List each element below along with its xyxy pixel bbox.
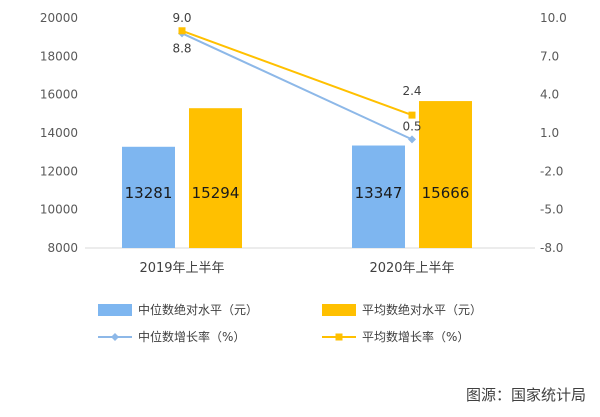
legend-label: 中位数绝对水平（元） <box>138 302 258 317</box>
legend-marker <box>111 333 119 341</box>
rate-point-mean <box>178 27 186 35</box>
rate-value-label: 2.4 <box>402 84 421 98</box>
bar-value-label: 15666 <box>422 184 470 202</box>
y-left-tick-label: 8000 <box>47 241 78 255</box>
bar-value-label: 13281 <box>125 184 173 202</box>
bar-median <box>352 145 405 248</box>
y-left-tick-label: 18000 <box>40 49 78 63</box>
y-right-tick-label: 1.0 <box>540 126 559 140</box>
legend-swatch <box>322 304 356 316</box>
rate-line-median <box>181 32 413 141</box>
legend-label: 平均数增长率（%） <box>362 329 469 344</box>
bar-mean <box>189 108 242 248</box>
rate-point-mean <box>408 111 416 119</box>
y-right-tick-label: -2.0 <box>540 164 563 178</box>
legend-label: 中位数增长率（%） <box>138 329 245 344</box>
x-tick-label: 2019年上半年 <box>139 261 224 276</box>
legend-marker <box>335 333 343 341</box>
y-right-tick-label: 10.0 <box>540 11 567 25</box>
legend-swatch <box>98 304 132 316</box>
y-left-tick-label: 20000 <box>40 11 78 25</box>
bar-median <box>122 146 175 248</box>
rate-value-label: 9.0 <box>172 11 191 25</box>
bar-mean <box>419 101 472 249</box>
rate-point-median <box>408 135 416 144</box>
x-tick-label: 2020年上半年 <box>369 261 454 276</box>
y-right-tick-label: -5.0 <box>540 203 563 217</box>
y-left-tick-label: 14000 <box>40 126 78 140</box>
source-note: 图源：国家统计局 <box>465 386 586 404</box>
y-right-tick-label: 7.0 <box>540 49 559 63</box>
y-right-tick-label: 4.0 <box>540 88 559 102</box>
y-left-tick-label: 10000 <box>40 203 78 217</box>
y-right-tick-label: -8.0 <box>540 241 563 255</box>
rate-value-label: 8.8 <box>172 41 191 55</box>
bar-value-label: 13347 <box>355 184 403 202</box>
rate-line-mean <box>181 29 413 117</box>
rate-value-label: 0.5 <box>402 119 421 133</box>
y-left-tick-label: 12000 <box>40 164 78 178</box>
y-left-tick-label: 16000 <box>40 88 78 102</box>
legend-label: 平均数绝对水平（元） <box>362 302 482 317</box>
bar-value-label: 15294 <box>192 184 240 202</box>
